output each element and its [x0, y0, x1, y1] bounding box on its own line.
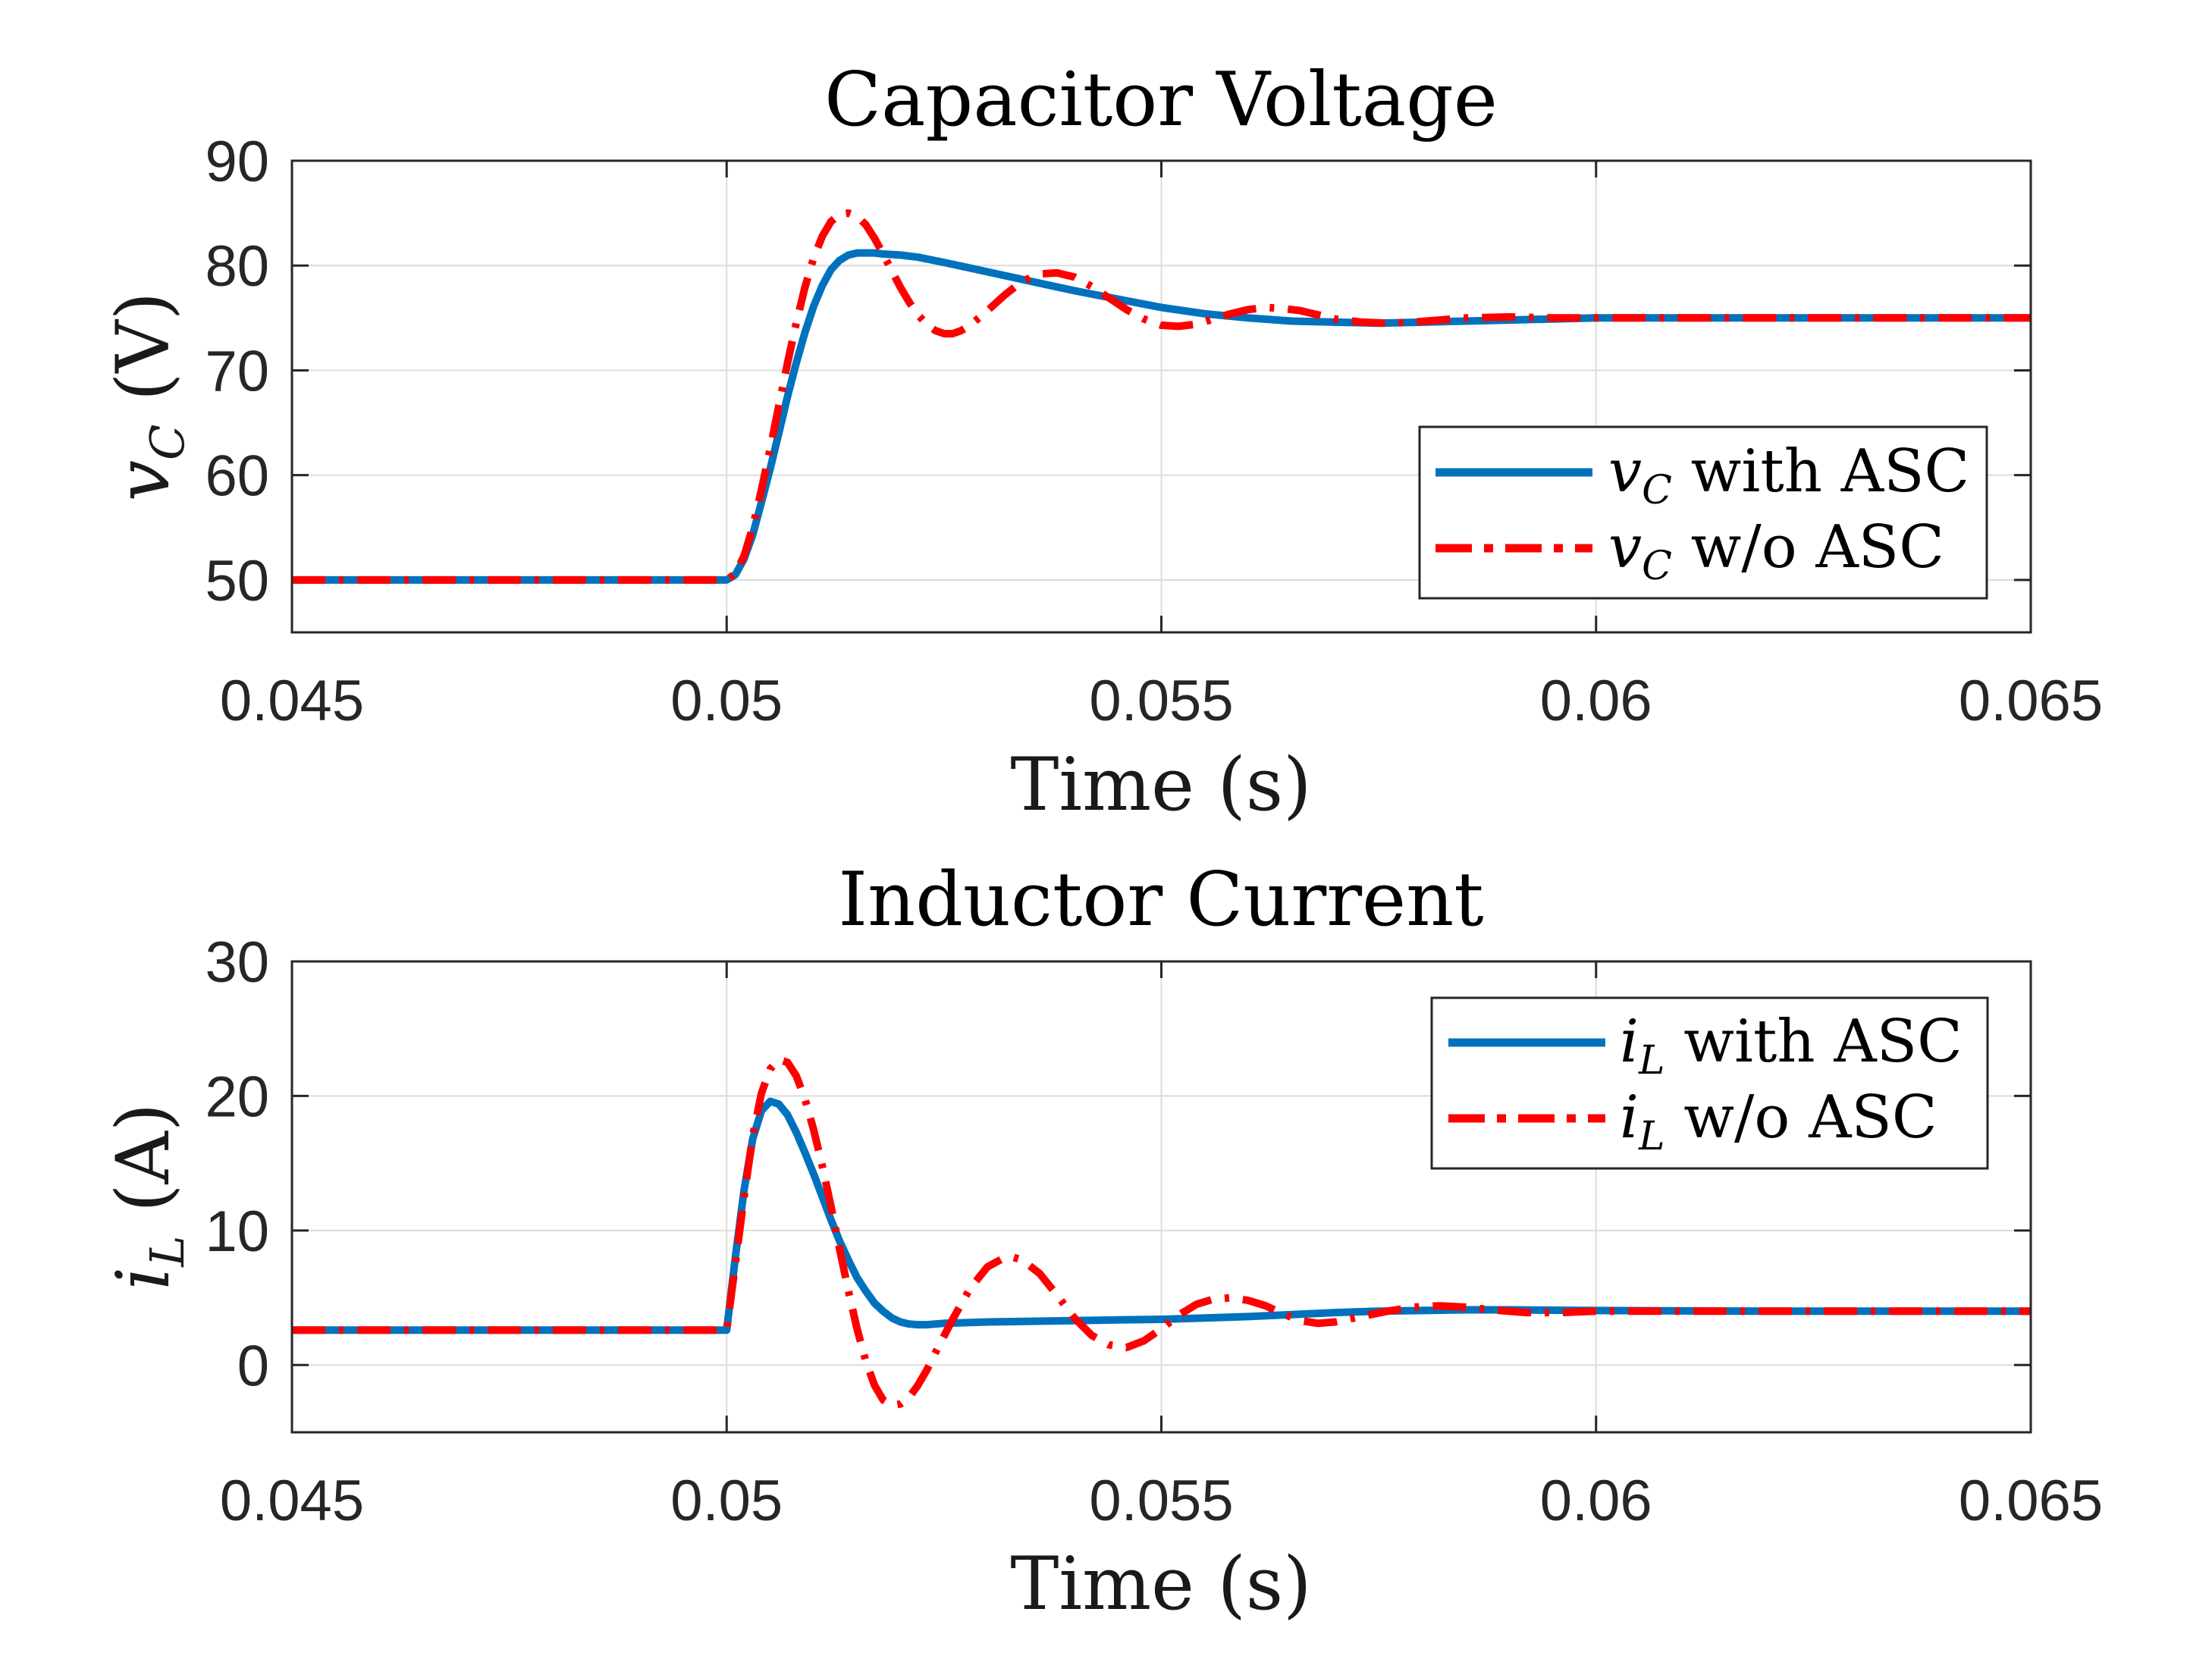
legend-entry-without-asc: vC w/o ASC	[1608, 513, 1944, 589]
series-line-without-asc	[292, 209, 2031, 584]
x-tick-label: 0.06	[1540, 1469, 1652, 1533]
x-axis-title: Time (s)	[1010, 1541, 1311, 1626]
y-axis-title: vC (V)	[101, 292, 195, 501]
x-tick-label: 0.045	[220, 669, 364, 733]
y-tick-label: 70	[205, 339, 269, 403]
plot-frame	[290, 960, 2032, 1434]
series-line-with-asc	[292, 1097, 2031, 1334]
x-tick-label: 0.045	[220, 1469, 364, 1533]
x-tick-label: 0.055	[1089, 669, 1233, 733]
legend-entry-without-asc: iL w/o ASC	[1620, 1084, 1937, 1159]
y-tick-label: 0	[237, 1334, 269, 1398]
legend-box	[1418, 425, 1988, 600]
legend-box	[1430, 996, 1989, 1170]
y-tick-label: 30	[205, 930, 269, 995]
x-tick-label: 0.055	[1089, 1469, 1233, 1533]
legend-entry-with-asc: vC with ASC	[1608, 437, 1969, 513]
legend-entry-with-asc: iL with ASC	[1620, 1008, 1963, 1084]
y-tick-label: 20	[205, 1065, 269, 1129]
x-tick-label: 0.05	[670, 669, 783, 733]
y-tick-label: 90	[205, 130, 269, 194]
y-tick-label: 10	[205, 1200, 269, 1264]
y-tick-label: 60	[205, 444, 269, 509]
series-line-with-asc	[292, 249, 2031, 584]
x-tick-label: 0.06	[1540, 669, 1652, 733]
legend: iL with ASC iL w/o ASC	[1430, 996, 1989, 1170]
x-tick-label: 0.05	[670, 1469, 783, 1533]
chart-title: Inductor Current	[838, 857, 1483, 943]
inductor-current-chart: Inductor Current 0.045 0.05 0.055 0.06 0.065…	[101, 857, 2103, 1626]
y-axis-title: iL (A)	[101, 1103, 195, 1291]
y-tick-label: 80	[205, 234, 269, 299]
x-axis-title: Time (s)	[1010, 742, 1311, 827]
x-tick-label: 0.065	[1959, 1469, 2103, 1533]
y-tick-label: 50	[205, 549, 269, 613]
plot-frame	[290, 159, 2032, 634]
capacitor-voltage-chart: Capacitor Voltage 0.045 0.05 0.055 0.06 0.06…	[101, 57, 2103, 827]
chart-title: Capacitor Voltage	[824, 57, 1498, 143]
x-tick-label: 0.065	[1959, 669, 2103, 733]
legend: vC with ASC vC w/o ASC	[1418, 425, 1988, 600]
